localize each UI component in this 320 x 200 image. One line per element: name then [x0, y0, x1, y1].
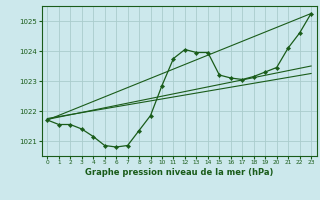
X-axis label: Graphe pression niveau de la mer (hPa): Graphe pression niveau de la mer (hPa)	[85, 168, 273, 177]
